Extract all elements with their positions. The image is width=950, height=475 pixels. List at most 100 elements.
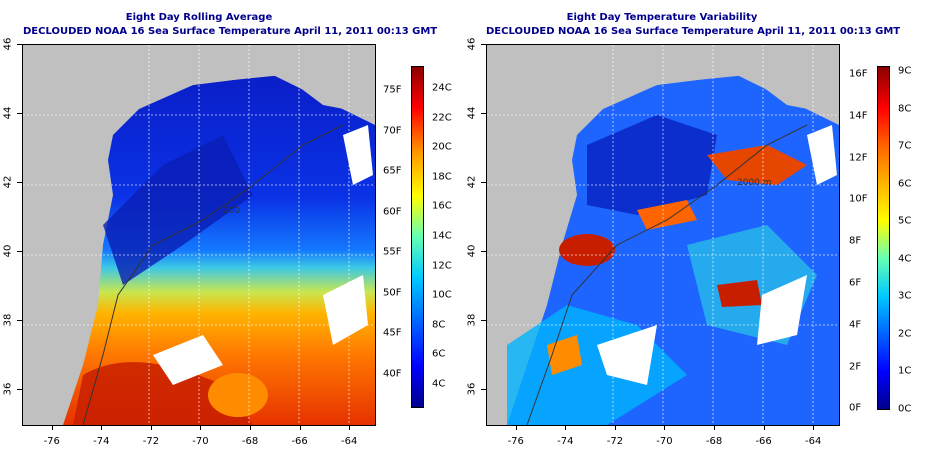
ocean-region: [63, 75, 375, 425]
colorbar-celsius-label: 0C: [898, 403, 912, 414]
high-variability-1: [559, 234, 615, 266]
left-x-tick-mark: [299, 425, 301, 430]
bathymetry-contour: [526, 124, 808, 425]
right-x-tick-mark: [614, 425, 616, 430]
right-colorbar: [877, 66, 890, 410]
cold-shelf: [103, 135, 253, 285]
right-x-tick-label: -66: [755, 436, 772, 447]
colorbar-fahrenheit-label: 4F: [849, 319, 862, 331]
cloud-patch-2: [597, 325, 657, 385]
colorbar-fahrenheit-label: 40F: [383, 368, 402, 379]
left-x-tick-mark: [150, 425, 152, 430]
colorbar-fahrenheit-label: 10F: [849, 193, 868, 205]
colorbar-celsius-label: 8C: [432, 319, 446, 331]
colorbar-fahrenheit-label: 14F: [849, 110, 868, 122]
left-x-tick-label: -66: [291, 436, 308, 447]
colorbar-fahrenheit-label: 0F: [849, 402, 862, 414]
colorbar-fahrenheit-label: 12F: [849, 152, 868, 164]
right-panel-subtitle: DECLOUDED NOAA 16 Sea Surface Temperatur…: [486, 26, 901, 37]
left-y-tick-mark: [17, 113, 22, 115]
left-y-tick-label: 40: [2, 244, 14, 258]
right-y-tick-label: 38: [466, 313, 478, 327]
left-y-tick-mark: [17, 44, 22, 45]
right-map-svg: 2000 m: [487, 45, 839, 425]
left-x-tick-mark: [349, 425, 351, 430]
colorbar-celsius-label: 3C: [898, 290, 912, 302]
left-y-tick-mark: [17, 182, 22, 184]
right-x-tick-label: -70: [656, 436, 673, 447]
right-x-tick-label: -76: [507, 436, 524, 447]
cloud-patch-3: [807, 125, 837, 185]
colorbar-celsius-label: 4C: [432, 378, 446, 390]
bathymetry-contour: [82, 124, 344, 425]
right-y-tick-label: 42: [466, 175, 478, 189]
left-panel-title: Eight Day Rolling Average: [125, 12, 273, 23]
left-x-tick-label: -68: [241, 436, 259, 447]
colorbar-celsius-label: 4C: [898, 253, 912, 264]
right-x-tick-mark: [565, 425, 567, 430]
left-y-tick-mark: [17, 251, 22, 253]
left-y-tick-label: 36: [2, 383, 14, 396]
right-x-tick-mark: [664, 425, 666, 430]
right-y-tick-mark: [481, 320, 486, 322]
colorbar-celsius-label: 5C: [898, 215, 912, 227]
right-y-tick-label: 44: [466, 106, 478, 120]
cloud-patch-1: [757, 275, 807, 345]
colorbar-celsius-label: 2C: [898, 328, 912, 339]
colorbar-celsius-label: 1C: [898, 365, 912, 377]
left-panel-subtitle: DECLOUDED NOAA 16 Sea Surface Temperatur…: [23, 26, 438, 37]
right-variability-map: 2000 m: [486, 44, 840, 426]
right-panel-title: Eight Day Temperature Variability: [566, 12, 758, 23]
colorbar-celsius-label: 18C: [432, 171, 452, 183]
left-y-tick-label: 42: [2, 175, 14, 189]
right-x-tick-mark: [813, 425, 815, 430]
colorbar-fahrenheit-label: 60F: [383, 206, 402, 217]
colorbar-celsius-label: 22C: [432, 112, 452, 124]
colorbar-celsius-label: 12C: [432, 260, 452, 272]
colorbar-celsius-label: 8C: [898, 103, 912, 114]
left-y-tick-label: 46: [2, 37, 14, 51]
left-y-tick-label: 44: [2, 106, 14, 120]
right-x-tick-mark: [763, 425, 765, 430]
right-x-tick-label: -68: [705, 436, 723, 447]
colorbar-celsius-label: 6C: [898, 178, 912, 189]
colorbar-fahrenheit-label: 70F: [383, 125, 402, 136]
warm-core: [73, 362, 253, 425]
left-x-tick-label: -76: [43, 436, 60, 447]
right-y-tick-mark: [481, 113, 486, 115]
colorbar-celsius-label: 9C: [898, 65, 912, 77]
left-x-tick-mark: [101, 425, 103, 430]
colorbar-fahrenheit-label: 6F: [849, 277, 862, 289]
right-x-tick-label: -64: [805, 436, 822, 447]
left-x-tick-mark: [51, 425, 53, 430]
left-x-tick-label: -74: [93, 436, 110, 447]
right-y-tick-label: 46: [466, 37, 478, 51]
left-x-tick-mark: [200, 425, 202, 430]
colorbar-fahrenheit-label: 75F: [383, 84, 402, 96]
land-north: [487, 45, 839, 345]
colorbar-fahrenheit-label: 45F: [383, 327, 402, 339]
right-y-tick-label: 40: [466, 244, 478, 258]
left-colorbar: [411, 66, 424, 408]
right-x-tick-label: -74: [557, 436, 574, 447]
right-x-tick-mark: [515, 425, 517, 430]
colorbar-fahrenheit-label: 16F: [849, 68, 868, 80]
colorbar-celsius-label: 16C: [432, 200, 452, 212]
left-y-tick-label: 38: [2, 313, 14, 327]
left-y-tick-mark: [17, 389, 22, 391]
contour-label: 200: [223, 206, 240, 216]
cloud-patch-2: [153, 335, 223, 385]
colorbar-fahrenheit-label: 8F: [849, 235, 862, 247]
right-y-tick-mark: [481, 389, 486, 391]
cloud-patch-1: [323, 275, 368, 345]
right-y-tick-mark: [481, 251, 486, 253]
left-map-svg: 200: [23, 45, 375, 425]
left-sst-map: 200: [22, 44, 376, 426]
colorbar-celsius-label: 10C: [432, 289, 452, 301]
colorbar-fahrenheit-label: 55F: [383, 246, 402, 258]
left-y-tick-mark: [17, 320, 22, 322]
colorbar-fahrenheit-label: 65F: [383, 165, 402, 177]
warm-eddy: [208, 373, 268, 417]
colorbar-celsius-label: 14C: [432, 230, 452, 242]
high-variability-3: [637, 200, 697, 230]
